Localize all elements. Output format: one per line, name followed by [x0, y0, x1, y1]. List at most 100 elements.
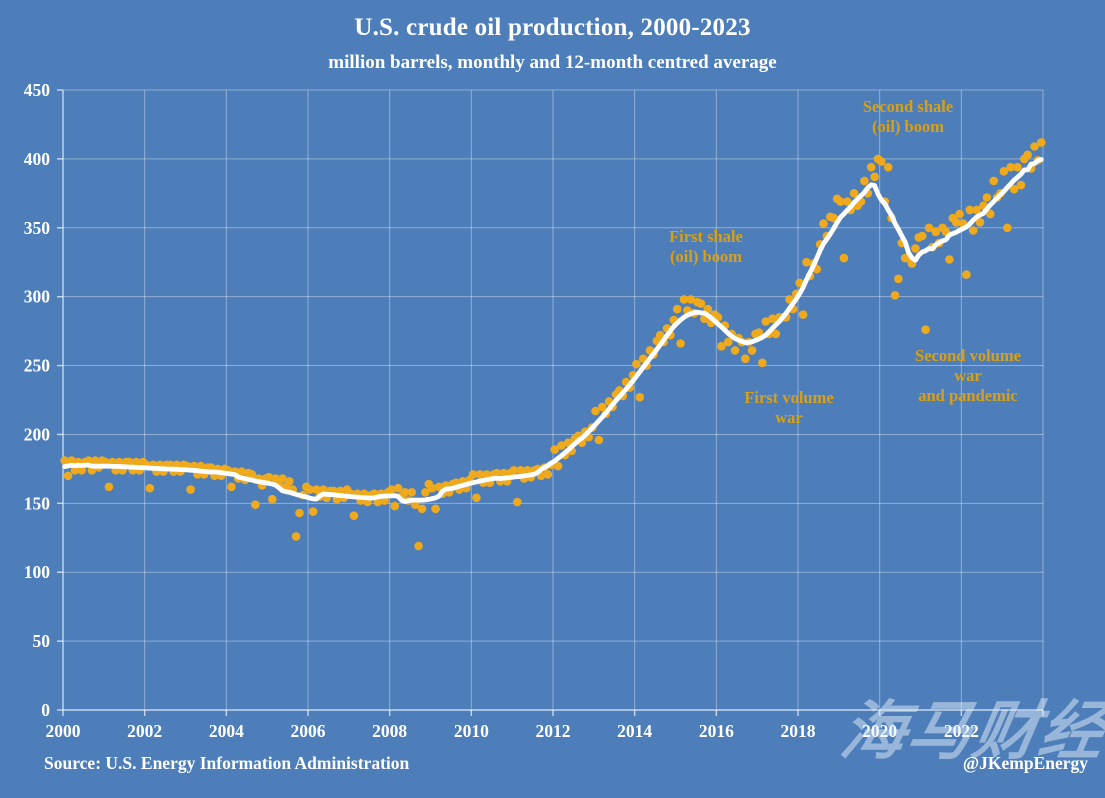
- annotation-first-shale-boom: First shale (oil) boom: [669, 227, 743, 266]
- data-point: [417, 504, 427, 514]
- data-point: [251, 500, 260, 510]
- data-point: [955, 209, 964, 219]
- data-point: [421, 488, 430, 497]
- x-tick-label: 2002: [127, 721, 162, 741]
- x-tick-label: 2008: [372, 721, 407, 741]
- data-point: [836, 197, 845, 206]
- data-point: [305, 485, 315, 494]
- data-point: [1009, 184, 1019, 194]
- data-point: [771, 329, 781, 339]
- data-point: [278, 474, 287, 483]
- data-point: [598, 402, 607, 412]
- data-point: [802, 257, 811, 267]
- data-point: [77, 466, 86, 475]
- y-tick-label: 300: [24, 287, 51, 307]
- data-point: [349, 511, 359, 520]
- annotation-second-shale-boom: Second shale (oil) boom: [862, 97, 954, 136]
- y-tick-label: 450: [24, 80, 51, 100]
- y-tick-label: 250: [24, 356, 51, 376]
- data-point: [196, 461, 206, 471]
- x-tick-label: 2018: [781, 721, 816, 741]
- data-point: [509, 466, 519, 475]
- data-point: [672, 304, 682, 314]
- data-point: [968, 226, 978, 235]
- y-tick-label: 0: [41, 700, 50, 720]
- data-point: [291, 532, 301, 541]
- data-point: [730, 346, 740, 355]
- data-point: [839, 253, 849, 263]
- y-tick-label: 350: [24, 218, 51, 238]
- data-point: [911, 244, 920, 253]
- data-point: [407, 488, 417, 497]
- credit-handle: @JKempEnergy: [962, 753, 1088, 773]
- x-tick-label: 2016: [699, 721, 734, 741]
- data-point: [924, 223, 934, 233]
- y-tick-label: 200: [24, 424, 51, 444]
- data-point: [632, 359, 641, 369]
- data-point: [921, 325, 930, 335]
- annotation-first-volume-war: First volume war: [744, 388, 834, 427]
- data-point: [655, 330, 665, 340]
- y-tick-label: 50: [33, 631, 51, 651]
- x-tick-label: 2020: [862, 721, 897, 741]
- data-point: [247, 470, 257, 479]
- data-point: [475, 470, 485, 479]
- data-point: [319, 485, 328, 494]
- data-point: [989, 176, 998, 186]
- data-point: [67, 456, 76, 465]
- average-line: [62, 157, 1044, 504]
- data-point: [843, 197, 852, 206]
- data-point: [227, 482, 236, 492]
- x-tick-label: 2012: [536, 721, 571, 741]
- chart-subtitle: million barrels, monthly and 12-month ce…: [328, 52, 777, 73]
- data-point: [591, 406, 600, 416]
- data-point: [237, 467, 246, 476]
- data-point: [125, 457, 134, 467]
- data-point: [931, 227, 941, 237]
- data-point: [553, 461, 563, 471]
- data-point: [982, 193, 992, 202]
- x-tick-label: 2014: [617, 721, 652, 741]
- data-point: [414, 541, 423, 551]
- data-point: [860, 176, 869, 186]
- data-point: [717, 342, 726, 351]
- data-point: [696, 299, 706, 308]
- data-point: [819, 219, 828, 228]
- data-point: [951, 218, 961, 227]
- data-point: [723, 337, 733, 347]
- data-point: [679, 295, 689, 304]
- y-tick-label: 100: [24, 562, 51, 582]
- x-tick-label: 2022: [944, 721, 979, 741]
- data-point: [1037, 138, 1046, 147]
- data-point: [890, 291, 900, 300]
- annotation-second-volume-war: Second volume war and pandemic: [915, 346, 1021, 405]
- data-point: [1013, 162, 1022, 172]
- data-point: [883, 162, 893, 172]
- data-point: [472, 493, 481, 503]
- data-point: [962, 270, 971, 279]
- data-point: [295, 508, 304, 518]
- data-point: [975, 218, 985, 227]
- data-point: [312, 485, 321, 494]
- data-point: [434, 482, 444, 492]
- data-point: [870, 172, 879, 182]
- data-point: [492, 468, 502, 478]
- data-point: [676, 339, 685, 348]
- data-point: [1003, 223, 1012, 233]
- data-point: [131, 457, 141, 467]
- data-point: [271, 474, 281, 483]
- data-point: [410, 500, 420, 510]
- data-point: [543, 470, 553, 479]
- source-text: Source: U.S. Energy Information Administ…: [44, 753, 410, 773]
- data-point: [877, 157, 886, 166]
- x-tick-label: 2000: [46, 721, 81, 741]
- data-point: [468, 470, 478, 479]
- data-point: [972, 205, 981, 215]
- data-point: [427, 483, 437, 493]
- data-point: [400, 488, 410, 497]
- data-point: [482, 470, 491, 479]
- data-point: [186, 485, 195, 494]
- data-point: [499, 468, 509, 478]
